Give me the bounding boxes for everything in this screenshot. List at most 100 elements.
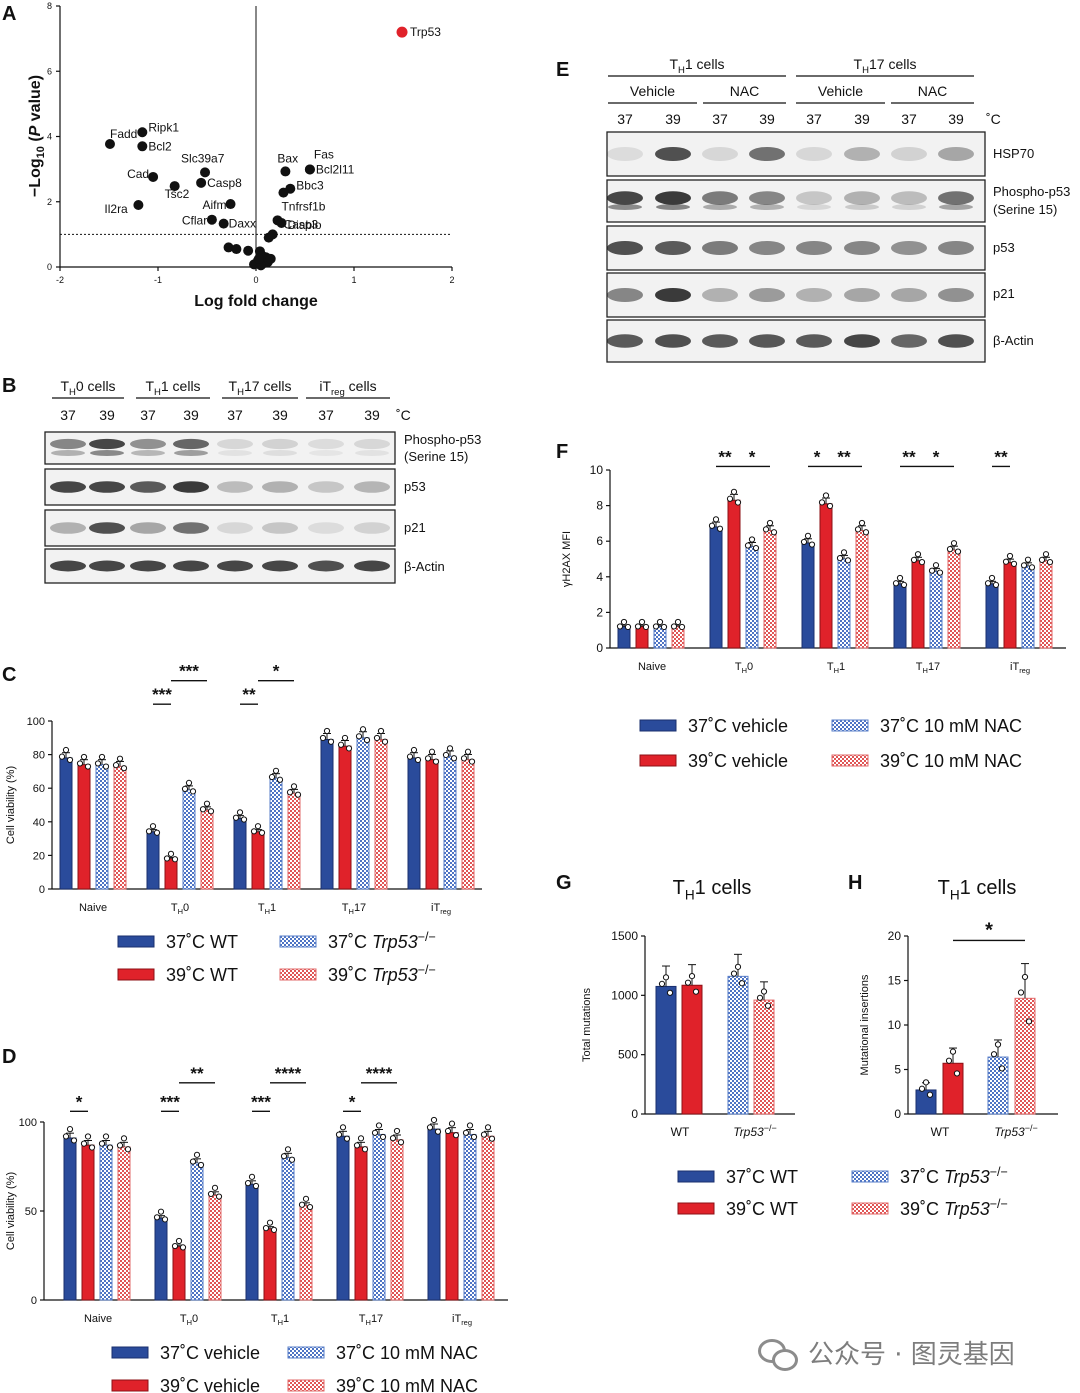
e-subgroup-label: Vehicle	[630, 83, 675, 99]
a-point-ripk1	[137, 127, 148, 138]
b-blot-band	[130, 522, 166, 534]
chart-h-title: TH1 cells	[938, 877, 1017, 903]
a-point	[231, 244, 242, 255]
chart-d-sig-label: **	[190, 1064, 204, 1083]
chart-f-ytick-label: 4	[596, 570, 603, 584]
b-group-label: TH0 cells	[60, 378, 115, 398]
b-row-label-serine: (Serine 15)	[404, 449, 468, 464]
chart-h-ytick-label: 0	[894, 1107, 901, 1121]
chart-d-sig-label: ***	[251, 1092, 271, 1111]
a-label-fas: Fas	[314, 147, 334, 161]
chart-f-bar	[1021, 565, 1035, 649]
chart-d-dot	[452, 1132, 460, 1139]
chart-g-dot	[666, 989, 674, 996]
chart-g-dot	[662, 974, 670, 981]
chart-c-dot	[286, 789, 294, 796]
e-blot-band	[796, 287, 832, 303]
legend-g-swatch	[677, 1170, 715, 1183]
chart-c-bar	[356, 737, 370, 890]
chart-c-dot	[58, 753, 66, 760]
chart-g-title: TH1 cells	[673, 877, 752, 903]
chart-c-dot	[414, 756, 422, 764]
chart-d-dot	[470, 1133, 478, 1141]
chart-f-dot	[826, 502, 834, 510]
b-blot-band	[173, 438, 209, 450]
chart-f-dot	[660, 623, 668, 631]
chart-d-dot	[480, 1131, 488, 1138]
e-blot-band	[702, 287, 738, 303]
e-blot-band	[844, 191, 880, 205]
a-ytick-label: 8	[47, 1, 52, 11]
b-temp-label: 39	[272, 407, 288, 423]
e-row-label-p21: p21	[993, 286, 1015, 301]
b-blot-band	[173, 522, 209, 534]
a-xtick-label: -2	[56, 275, 64, 285]
chart-f-dot	[822, 492, 830, 499]
b-group-label: TH17 cells	[229, 378, 292, 398]
chart-f-dot	[734, 499, 742, 506]
a-label-il2ra: Il2ra	[104, 202, 128, 216]
panel-letter-e: E	[556, 59, 569, 81]
legend-d-entry: 39˚C 10 mM NAC	[336, 1376, 478, 1393]
chart-f-dot	[1038, 556, 1046, 564]
chart-h-dot	[990, 1051, 998, 1058]
chart-f-dot	[932, 562, 940, 569]
chart-d-dot	[171, 1242, 179, 1250]
b-blot-band	[131, 450, 165, 456]
a-label-tsc2: Tsc2	[165, 187, 190, 201]
e-row-label-phospho-p53: Phospho-p53	[993, 184, 1070, 199]
chart-f-ytick-label: 0	[596, 641, 603, 655]
chart-d-bar	[427, 1128, 441, 1301]
b-row-label-actin: β-Actin	[404, 559, 445, 574]
e-blot-band	[607, 240, 643, 256]
chart-d-dot	[389, 1135, 397, 1142]
b-blot-band	[354, 522, 390, 534]
chart-f-dot	[642, 623, 650, 631]
chart-c-dot	[232, 814, 240, 821]
e-temp-label: 37	[806, 111, 822, 127]
legend-f-entry: 37˚C 10 mM NAC	[880, 716, 1022, 736]
chart-h-dot	[922, 1079, 930, 1086]
chart-f-dot	[984, 580, 992, 587]
b-blot-band	[308, 438, 344, 450]
e-blot-band	[938, 146, 974, 162]
a-label-ripk1: Ripk1	[148, 120, 179, 134]
chart-g-dot	[734, 963, 742, 970]
b-group-label: TH1 cells	[145, 378, 200, 398]
b-blot-band	[50, 481, 86, 493]
chart-d-dot	[88, 1144, 96, 1151]
e-temp-label: 37	[901, 111, 917, 127]
legend-f-swatch	[831, 754, 869, 767]
a-x-label: Log fold change	[194, 293, 318, 310]
chart-f-bar	[947, 549, 961, 649]
chart-f-dot	[844, 557, 852, 564]
chart-d-dot	[116, 1142, 124, 1149]
e-subgroup-label: NAC	[918, 83, 948, 99]
chart-c-dot	[323, 727, 331, 735]
chart-c-dot	[250, 828, 258, 835]
chart-g-category-label: Trp53−/−	[733, 1123, 776, 1139]
a-label-casp3: Casp3	[284, 217, 319, 231]
chart-f-bar	[855, 530, 869, 649]
a-label-diablo: Diablo	[287, 218, 321, 232]
e-blot-band	[892, 204, 926, 210]
chart-f-dot	[708, 522, 716, 529]
chart-c-bar	[182, 789, 196, 890]
chart-d-dot	[448, 1120, 456, 1127]
e-blot-band	[749, 191, 785, 205]
chart-d-bar	[445, 1132, 459, 1301]
chart-f-category-label: iTreg	[1010, 661, 1030, 675]
chart-d-dot	[153, 1214, 161, 1221]
chart-g-dot	[760, 988, 768, 995]
e-blot-band	[891, 240, 927, 256]
chart-c-ytick-label: 0	[39, 884, 45, 896]
b-blot-band	[89, 522, 125, 534]
e-temp-label: 37	[712, 111, 728, 127]
chart-c-bar	[443, 755, 457, 890]
b-blot-band	[218, 450, 252, 456]
legend-c-entry: 37˚C Trp53−/−	[328, 930, 436, 952]
a-point-bcl2l11	[304, 164, 315, 175]
chart-f-sig-label: *	[814, 447, 821, 466]
chart-d-dot	[124, 1146, 132, 1153]
chart-f-dot	[716, 525, 724, 532]
